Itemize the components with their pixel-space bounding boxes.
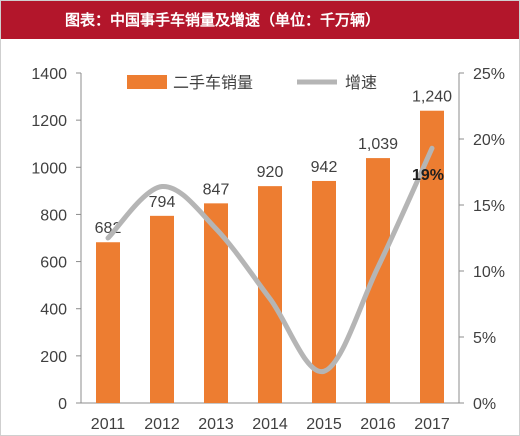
chart-title: 图表：中国事手车销量及增速（单位：千万辆） — [1, 1, 519, 39]
bar — [420, 110, 444, 403]
bar-data-label: 847 — [203, 181, 230, 198]
x-tick-label: 2012 — [144, 416, 180, 433]
legend-swatch-bar — [127, 75, 167, 89]
bar-data-label: 920 — [257, 164, 284, 181]
y-right-tick-label: 10% — [473, 264, 505, 281]
bar-data-label: 942 — [311, 159, 338, 176]
y-left-tick-label: 200 — [40, 349, 67, 366]
bar-data-label: 794 — [149, 194, 176, 211]
y-right-tick-label: 20% — [473, 132, 505, 149]
y-left-tick-label: 1200 — [31, 113, 67, 130]
bar-data-label: 1,240 — [412, 89, 452, 106]
y-right-tick-label: 15% — [473, 198, 505, 215]
bar-data-label: 1,039 — [358, 136, 398, 153]
x-tick-label: 2016 — [360, 416, 396, 433]
y-left-tick-label: 800 — [40, 207, 67, 224]
x-tick-label: 2011 — [91, 416, 126, 433]
x-tick-label: 2014 — [252, 416, 288, 433]
y-right-tick-label: 0% — [473, 396, 496, 413]
growth-line — [105, 145, 435, 374]
legend-label-bar: 二手车销量 — [173, 74, 253, 92]
bar — [96, 242, 120, 403]
y-right-tick-label: 25% — [473, 66, 505, 83]
x-tick-label: 2013 — [198, 416, 234, 433]
y-left-tick-label: 1400 — [31, 66, 67, 83]
y-right-tick-label: 5% — [473, 330, 496, 347]
x-tick-label: 2015 — [306, 416, 342, 433]
line-data-label: 19% — [412, 167, 444, 184]
legend-label-line: 增速 — [345, 74, 377, 92]
bar — [150, 215, 174, 403]
x-tick-label: 2017 — [414, 416, 450, 433]
y-left-tick-label: 0 — [58, 396, 67, 413]
y-left-tick-label: 1000 — [31, 160, 67, 177]
bar — [204, 203, 228, 403]
y-left-tick-label: 600 — [40, 255, 67, 272]
y-left-tick-label: 400 — [40, 302, 67, 319]
